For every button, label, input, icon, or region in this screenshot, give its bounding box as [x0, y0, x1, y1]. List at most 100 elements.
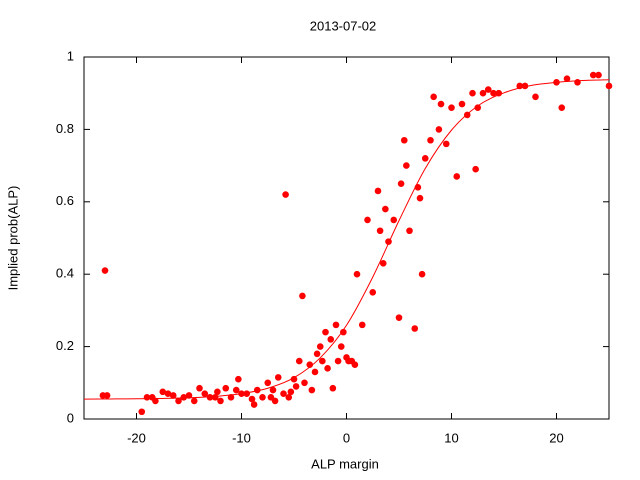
data-point [421, 155, 429, 162]
data-point [322, 328, 329, 336]
data-point [400, 136, 408, 144]
data-point [222, 384, 230, 392]
data-point [448, 104, 455, 111]
data-point [259, 393, 266, 401]
data-point [313, 350, 321, 358]
data-point [397, 180, 405, 187]
data-point [364, 216, 371, 224]
x-tick-label: -20 [127, 430, 146, 445]
data-point [180, 393, 188, 401]
data-point [458, 100, 466, 108]
data-point [376, 227, 384, 235]
data-point [280, 390, 287, 397]
data-point [327, 336, 335, 343]
data-point [358, 321, 366, 329]
data-point [558, 104, 566, 111]
data-point [206, 393, 214, 401]
data-point [369, 289, 377, 296]
data-point [301, 379, 308, 387]
data-point [282, 191, 289, 198]
y-tick-label: 0.2 [56, 338, 74, 353]
data-point [453, 173, 461, 180]
data-point [390, 216, 398, 224]
data-point [271, 397, 279, 405]
data-point [292, 383, 300, 390]
data-point [395, 314, 403, 321]
data-point [287, 388, 295, 396]
data-point [353, 270, 361, 278]
data-point [316, 343, 324, 350]
data-point [311, 368, 319, 376]
data-point [274, 374, 282, 381]
data-point [217, 397, 224, 405]
data-point [308, 386, 316, 394]
data-point [201, 390, 209, 397]
data-point [435, 126, 443, 133]
data-point [574, 79, 581, 86]
data-point [382, 205, 389, 213]
data-point [474, 104, 482, 111]
data-point [152, 397, 159, 405]
data-point [337, 343, 345, 350]
data-point [290, 375, 298, 383]
x-tick-label: -10 [232, 430, 251, 445]
plot-frame [83, 56, 610, 420]
data-point [103, 392, 111, 399]
data-point [159, 388, 167, 396]
data-point [334, 357, 342, 365]
y-tick-label: 0.8 [56, 121, 74, 136]
data-point [430, 93, 437, 101]
x-tick-label: 20 [549, 430, 563, 445]
data-point [235, 375, 242, 383]
data-point [232, 386, 240, 394]
data-point [379, 260, 387, 267]
data-point [490, 89, 497, 97]
x-axis-label: ALP margin [311, 456, 379, 471]
data-point [340, 328, 347, 336]
data-point [479, 89, 487, 97]
data-point [332, 321, 340, 329]
y-axis-label: Implied prob(ALP) [5, 186, 20, 291]
data-point [469, 89, 476, 97]
data-point [418, 270, 426, 278]
data-point [442, 140, 450, 148]
data-point [264, 379, 272, 387]
data-point [595, 71, 602, 79]
data-point [214, 388, 221, 396]
data-point [101, 267, 109, 274]
y-tick-label: 1 [67, 48, 74, 63]
data-point [403, 162, 410, 169]
data-point [521, 82, 529, 90]
data-point [329, 384, 337, 392]
data-point [484, 86, 492, 93]
data-point [190, 397, 198, 405]
data-point [427, 136, 434, 144]
data-point [269, 386, 277, 394]
data-point [324, 365, 331, 372]
data-point [374, 187, 382, 195]
data-point [164, 390, 172, 397]
data-point [532, 93, 539, 101]
data-point [472, 165, 479, 173]
data-point [605, 82, 613, 90]
data-point [411, 325, 419, 332]
x-tick-label: 0 [343, 430, 350, 445]
fit-line [83, 79, 610, 400]
y-tick-label: 0.4 [56, 266, 74, 281]
data-point [495, 89, 503, 97]
data-point [185, 392, 193, 399]
y-tick-label: 0.6 [56, 193, 74, 208]
data-point [211, 393, 219, 401]
data-point [250, 401, 258, 408]
data-point [351, 361, 359, 369]
data-point [196, 384, 203, 392]
data-point [416, 194, 424, 202]
data-point [285, 393, 293, 401]
data-point [295, 357, 303, 365]
data-point [248, 395, 256, 403]
data-point [437, 100, 445, 108]
data-point [563, 75, 571, 83]
data-point [589, 71, 597, 79]
